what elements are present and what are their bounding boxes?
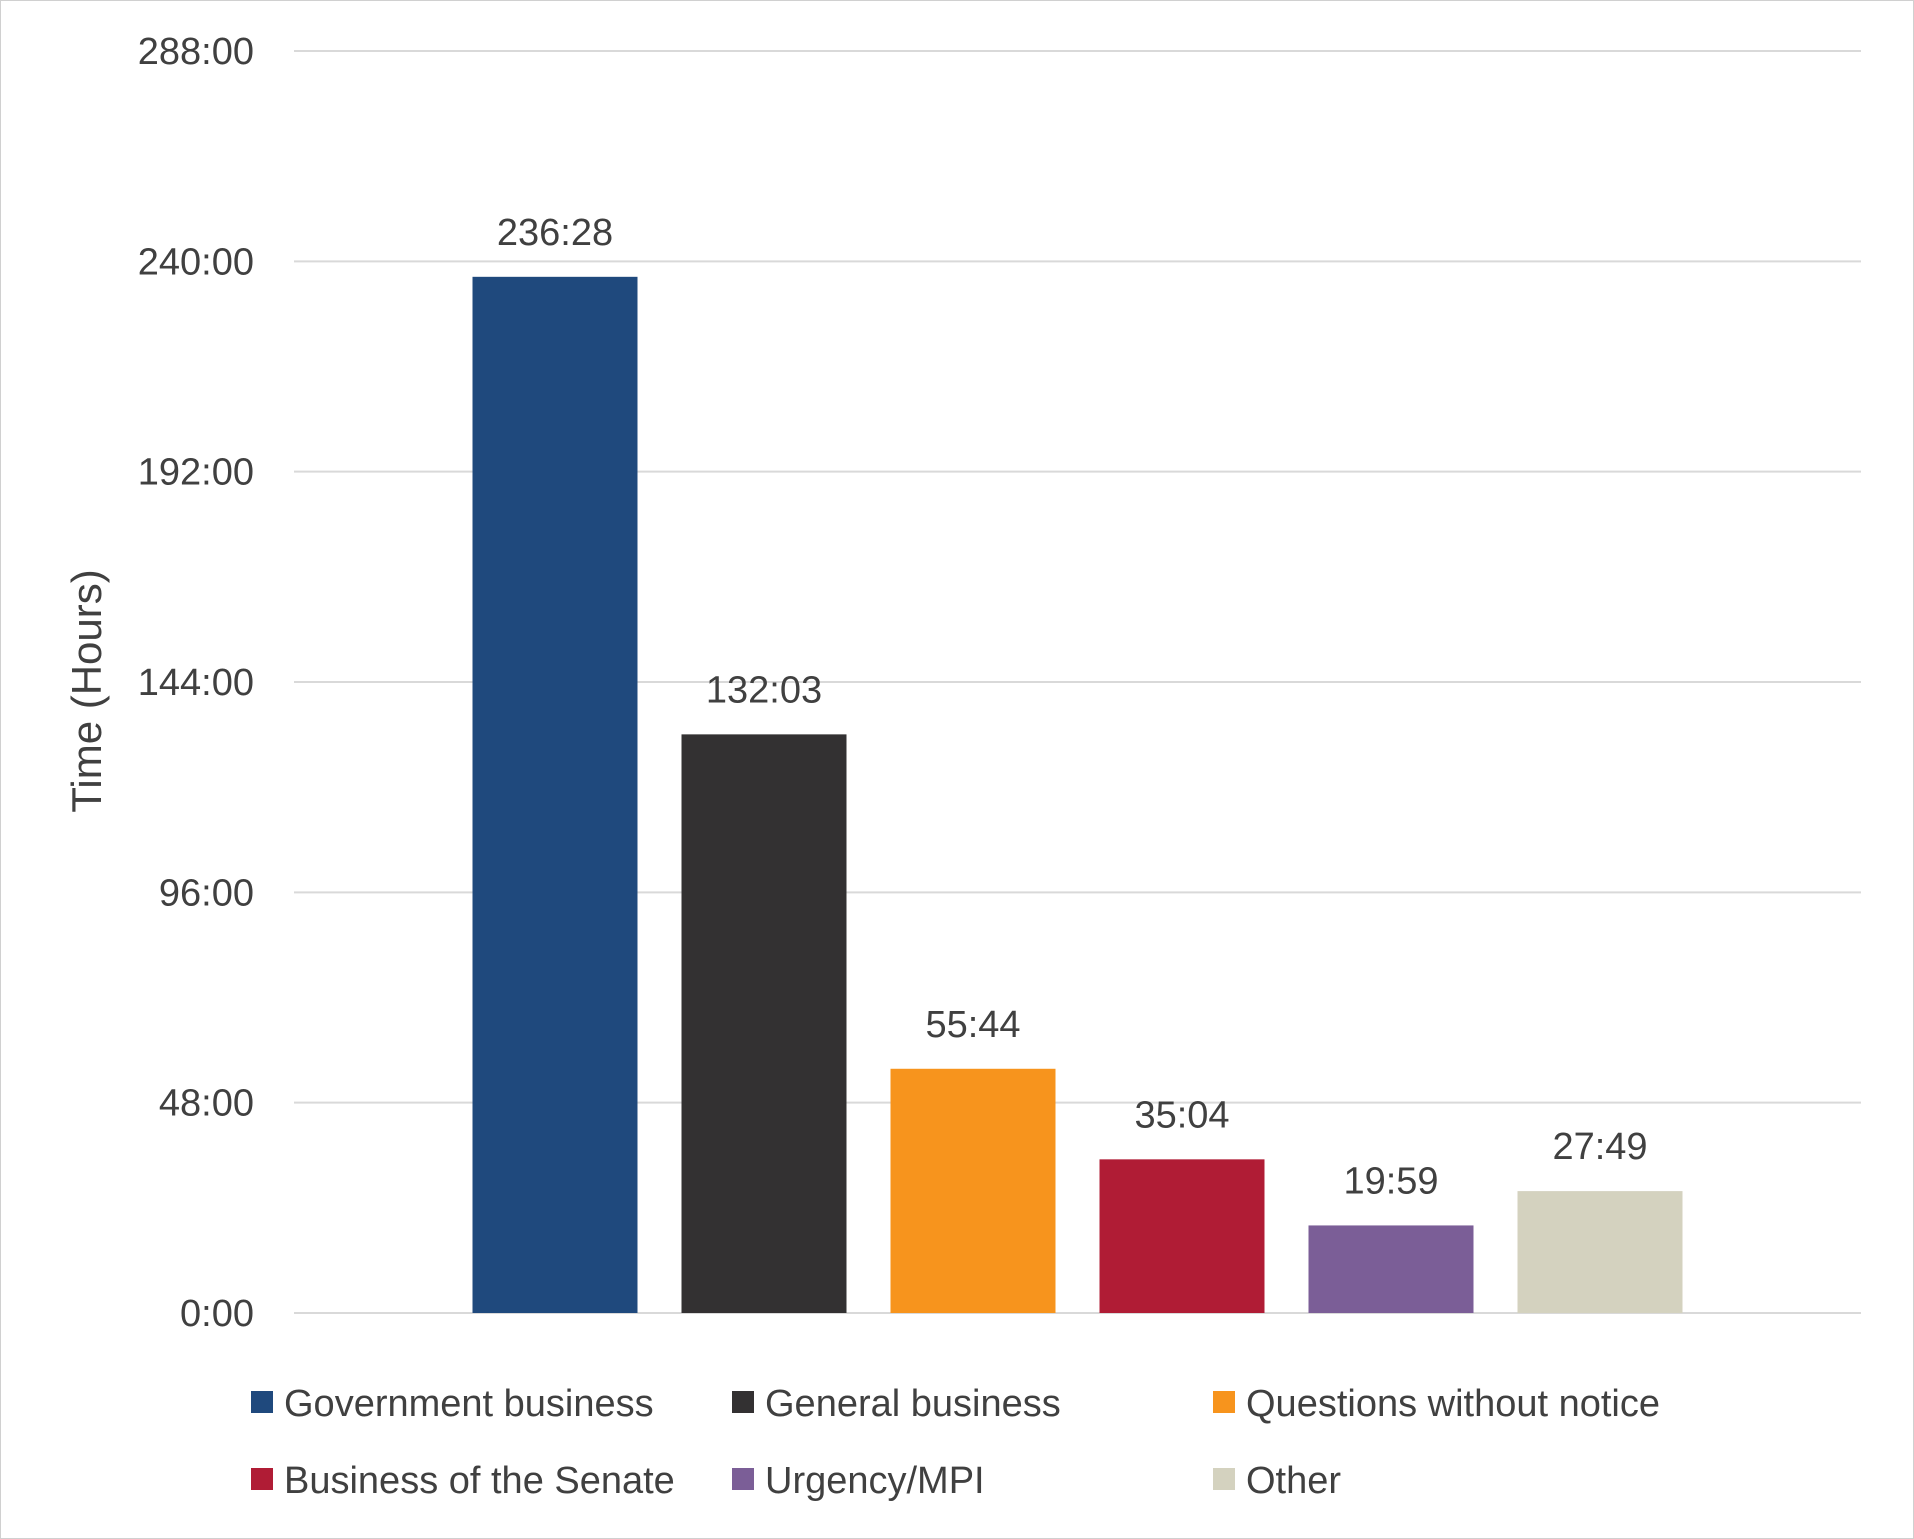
- y-axis-ticks: 0:00 48:00 96:00 144:00 192:00 240:00 288:00: [138, 31, 254, 1335]
- legend-swatch: [1213, 1468, 1235, 1490]
- legend-swatch: [251, 1468, 273, 1490]
- legend-label: Urgency/MPI: [765, 1460, 985, 1502]
- bar: [1308, 1225, 1474, 1313]
- bar-value-label: 132:03: [706, 669, 822, 711]
- bar-value-label: 236:28: [497, 212, 613, 254]
- y-tick-label: 288:00: [138, 31, 254, 73]
- y-tick-label: 96:00: [159, 872, 254, 914]
- legend: Government business General business Quest…: [251, 1383, 1660, 1502]
- y-tick-label: 144:00: [138, 662, 254, 704]
- legend-label: Business of the Senate: [284, 1460, 675, 1502]
- legend-label: Questions without notice: [1246, 1383, 1660, 1425]
- legend-swatch: [732, 1468, 754, 1490]
- bar-value-label: 35:04: [1134, 1094, 1229, 1136]
- bar: [1099, 1159, 1265, 1313]
- data-labels: 236:28 132:03 55:44 35:04 19:59 27:49: [497, 212, 1648, 1203]
- bar: [1517, 1191, 1683, 1313]
- bars: [472, 276, 1683, 1314]
- legend-label: Government business: [284, 1383, 654, 1425]
- bar-value-label: 55:44: [925, 1004, 1020, 1046]
- bar: [472, 276, 638, 1314]
- bar: [681, 734, 847, 1313]
- bar-value-label: 27:49: [1552, 1126, 1647, 1168]
- y-tick-label: 192:00: [138, 452, 254, 494]
- legend-swatch: [1213, 1391, 1235, 1413]
- legend-label: General business: [765, 1383, 1061, 1425]
- legend-label: Other: [1246, 1460, 1341, 1502]
- legend-swatch: [251, 1391, 273, 1413]
- bar-value-label: 19:59: [1343, 1160, 1438, 1202]
- bar: [890, 1068, 1056, 1313]
- legend-swatch: [732, 1391, 754, 1413]
- y-tick-label: 240:00: [138, 241, 254, 283]
- y-axis-title: Time (Hours): [63, 569, 110, 812]
- y-tick-label: 48:00: [159, 1083, 254, 1125]
- y-tick-label: 0:00: [180, 1293, 254, 1335]
